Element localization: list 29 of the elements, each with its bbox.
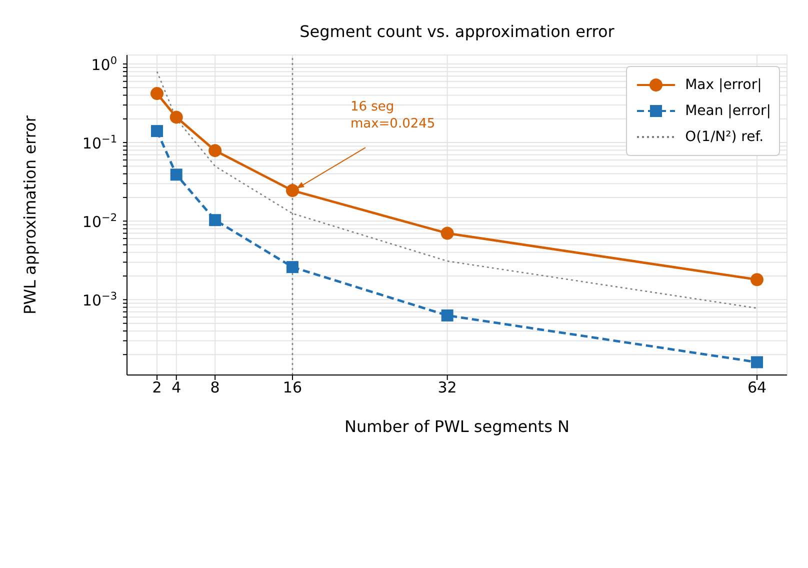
x-tick-label: 8 xyxy=(210,378,220,397)
point xyxy=(151,125,163,138)
y-tick-label: 10$^{−1}$ xyxy=(82,134,117,153)
x-tick-label: 4 xyxy=(172,378,182,397)
point xyxy=(209,214,222,226)
y-tick-label: 10$^{−3}$ xyxy=(82,290,117,310)
point xyxy=(150,87,164,100)
legend-label: O(1/N²) ref. xyxy=(685,129,764,145)
point xyxy=(440,226,454,240)
annotation: 16 seg max=0.0245 xyxy=(350,100,436,132)
point xyxy=(286,261,298,274)
point xyxy=(441,309,454,322)
point xyxy=(750,273,764,286)
point xyxy=(751,356,763,368)
x-axis-title: Number of PWL segments N xyxy=(344,417,570,436)
y-axis-title: PWL approximation error xyxy=(20,115,40,314)
x-tick-label: 32 xyxy=(438,378,457,397)
x-tick-label: 64 xyxy=(747,378,767,397)
point xyxy=(170,110,183,124)
legend-label: Max |error| xyxy=(685,77,762,93)
x-tick-label: 16 xyxy=(282,378,302,397)
chart-title: Segment count vs. approximation error xyxy=(298,22,616,41)
legend-label: Mean |error| xyxy=(685,103,771,119)
y-tick-label: 10$^{0}$ xyxy=(91,54,117,74)
x-tick-label: 2 xyxy=(152,378,162,397)
point xyxy=(170,168,182,181)
point xyxy=(208,144,222,158)
y-tick-label: 10$^{−2}$ xyxy=(82,212,117,232)
point xyxy=(286,184,299,198)
